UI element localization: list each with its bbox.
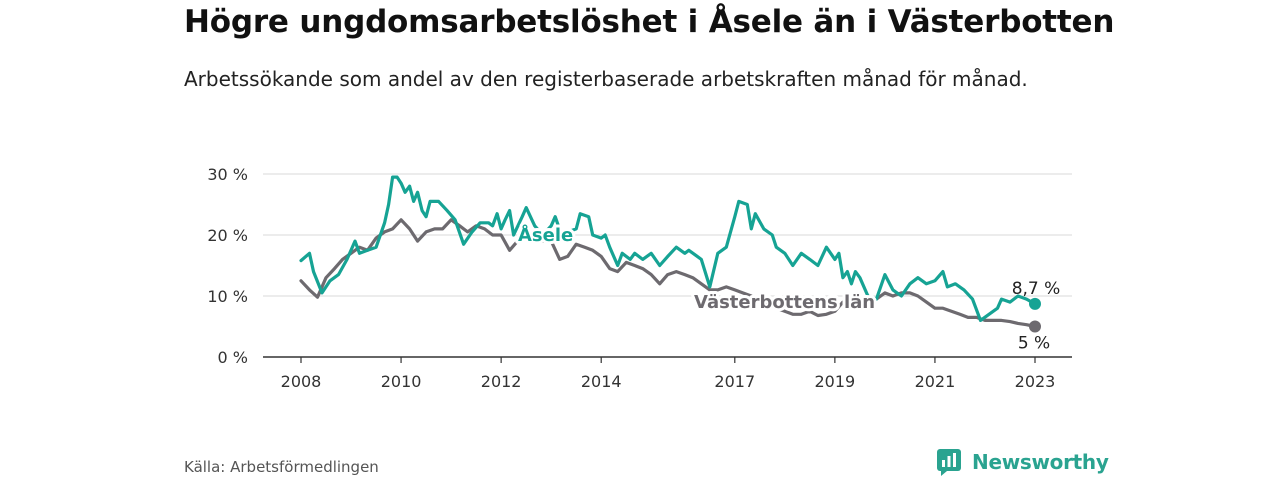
series-label-asele-halo: Åsele bbox=[518, 223, 573, 246]
y-tick-label: 0 % bbox=[218, 348, 248, 367]
source-note: Källa: Arbetsförmedlingen bbox=[184, 458, 379, 476]
end-label-vasterbotten: 5 % bbox=[1018, 334, 1050, 354]
end-label-asele: 8,7 % bbox=[1012, 279, 1061, 299]
series-line-vasterbotten bbox=[299, 218, 1037, 329]
x-tick-label: 2008 bbox=[281, 372, 322, 391]
x-tick-label: 2014 bbox=[581, 372, 622, 391]
series-label-vasterbotten-halo: Västerbottens län bbox=[694, 292, 875, 313]
x-tick-label: 2017 bbox=[714, 372, 755, 391]
end-point-vasterbotten bbox=[1029, 320, 1041, 333]
y-tick-label: 10 % bbox=[207, 287, 248, 306]
x-tick-label: 2023 bbox=[1015, 372, 1056, 391]
newsworthy-logo[interactable]: Newsworthy bbox=[936, 448, 1109, 476]
series-line-asele bbox=[299, 175, 1037, 322]
y-tick-label: 30 % bbox=[207, 165, 248, 184]
series-label-asele: Åsele bbox=[518, 223, 573, 246]
newsworthy-logo-icon bbox=[937, 449, 961, 476]
x-tick-label: 2019 bbox=[815, 372, 856, 391]
chart-title: Högre ungdomsarbetslöshet i Åsele än i V… bbox=[184, 4, 1115, 40]
brand-name: Newsworthy bbox=[972, 450, 1109, 474]
y-tick-label: 20 % bbox=[207, 226, 248, 245]
series-label-vasterbotten: Västerbottens län bbox=[694, 292, 875, 313]
x-tick-label: 2012 bbox=[481, 372, 522, 391]
end-point-asele bbox=[1029, 297, 1041, 310]
x-tick-label: 2021 bbox=[915, 372, 956, 391]
x-tick-label: 2010 bbox=[381, 372, 422, 391]
chart-subtitle: Arbetssökande som andel av den registerb… bbox=[184, 67, 1028, 91]
